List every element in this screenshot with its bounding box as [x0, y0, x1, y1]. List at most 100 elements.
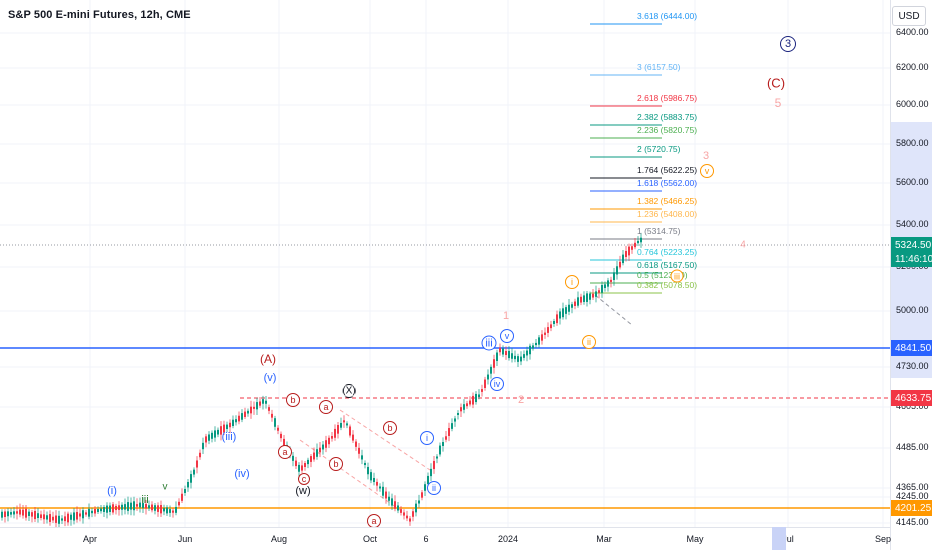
blue-level-tag: 4841.50 — [891, 340, 932, 356]
candle — [145, 503, 147, 509]
candle — [223, 424, 225, 433]
candle — [259, 401, 261, 406]
wave-label: v — [162, 481, 168, 493]
time-tick-label[interactable]: May — [686, 534, 704, 544]
time-tick-label[interactable]: 6 — [423, 534, 429, 544]
candle — [535, 342, 537, 346]
chart-area[interactable]: S&P 500 E-mini Futures, 12h, CME 3.618 (… — [0, 0, 890, 527]
candle — [622, 254, 624, 264]
time-tick-label[interactable]: Aug — [270, 534, 288, 544]
candle — [388, 496, 390, 501]
candle — [46, 515, 48, 520]
candle — [394, 501, 396, 509]
candle — [382, 486, 384, 496]
wave-label: (iii) — [221, 431, 237, 443]
candle — [322, 444, 324, 450]
wave-label: (i) — [107, 485, 117, 497]
candle — [367, 466, 369, 475]
time-tick-label[interactable]: Oct — [362, 534, 378, 544]
candle — [586, 293, 588, 302]
price-chart[interactable] — [0, 0, 890, 527]
candle — [133, 501, 135, 511]
candle — [154, 505, 156, 511]
candle — [427, 475, 429, 485]
candle — [511, 353, 513, 359]
candle — [418, 500, 420, 504]
candle — [226, 424, 228, 430]
candle — [364, 462, 366, 466]
candle — [175, 506, 177, 513]
candle — [397, 505, 399, 511]
time-tick-label[interactable]: Apr — [82, 534, 98, 544]
candle — [592, 293, 594, 298]
candle — [196, 460, 198, 468]
fib-level-label: 3 (6157.50) — [637, 62, 681, 72]
candle — [58, 515, 60, 524]
candle — [292, 455, 294, 461]
candle — [604, 284, 606, 288]
candle — [157, 505, 159, 512]
fib-level-label: 1 (5314.75) — [637, 226, 681, 236]
time-tick-label[interactable]: Sep — [874, 534, 892, 544]
wave-label: (w) — [295, 485, 311, 497]
candle — [583, 295, 585, 302]
candle — [598, 290, 600, 293]
symbol-title[interactable]: S&P 500 E-mini Futures, 12h, CME — [8, 9, 191, 21]
wave-label-circled: iv — [490, 377, 504, 391]
candle — [577, 297, 579, 306]
wave-label-circled: b — [286, 393, 300, 407]
time-axis[interactable]: Apr Jun Aug Oct 6 2024 Mar May Jul Sep — [0, 527, 892, 551]
candle — [625, 250, 627, 258]
candle — [529, 345, 531, 355]
candle — [505, 350, 507, 356]
candle — [301, 465, 303, 471]
candle — [274, 418, 276, 427]
time-tick-label[interactable]: Jul — [782, 534, 794, 544]
candle — [469, 400, 471, 405]
time-tick-label[interactable]: Mar — [596, 534, 612, 544]
candle — [103, 507, 105, 512]
wave-label-circled: ii — [427, 481, 441, 495]
candle — [127, 502, 129, 511]
candle — [460, 407, 462, 412]
candle — [16, 511, 18, 514]
candle — [340, 422, 342, 428]
current-price-tag: 5324.50 — [891, 237, 932, 253]
fib-level-label: 2.618 (5986.75) — [637, 93, 698, 103]
price-tick-label: 4245.00 — [896, 491, 929, 501]
candle — [265, 400, 267, 404]
time-range-highlight — [772, 527, 786, 550]
currency-button[interactable]: USD — [892, 6, 926, 26]
price-tick-label: 6200.00 — [896, 62, 929, 72]
candle — [166, 507, 168, 514]
candle — [193, 469, 195, 475]
candle — [79, 513, 81, 517]
candle — [184, 489, 186, 493]
wave-label-circled: c — [298, 473, 310, 485]
candle — [232, 419, 234, 427]
candle — [538, 337, 540, 345]
price-tick-label: 5400.00 — [896, 219, 929, 229]
candle — [1, 511, 3, 518]
candle — [313, 452, 315, 460]
candle — [514, 355, 516, 360]
candle — [310, 456, 312, 462]
candle — [247, 410, 249, 414]
wave-label: 4 — [740, 239, 746, 251]
candle — [70, 514, 72, 520]
candle — [97, 509, 99, 512]
candle — [352, 434, 354, 441]
candle — [148, 505, 150, 509]
wave-label-circled: ii — [582, 335, 596, 349]
candle — [487, 374, 489, 380]
price-tick-label: 4145.00 — [896, 517, 929, 527]
wave-label-circled: iii — [670, 269, 684, 283]
fib-level-label: 2.236 (5820.75) — [637, 125, 698, 135]
candle — [202, 442, 204, 450]
time-tick-label[interactable]: 2024 — [497, 534, 519, 544]
candle — [238, 415, 240, 422]
time-tick-label[interactable]: Jun — [177, 534, 193, 544]
candle — [190, 474, 192, 483]
candle — [73, 512, 75, 521]
candle — [517, 356, 519, 362]
